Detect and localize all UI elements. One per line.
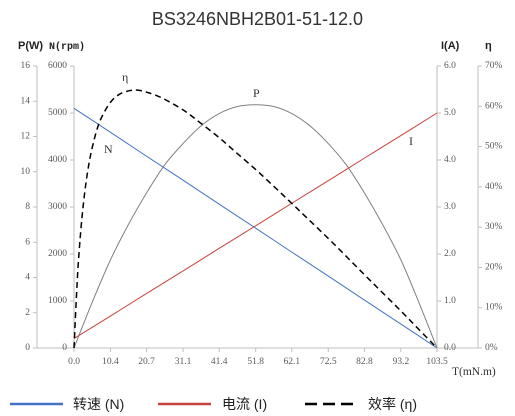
power-tick-label: 12 [21, 132, 31, 142]
efficiency-tick-label: 60% [485, 101, 503, 111]
speed-tick-label: 1000 [48, 296, 67, 306]
x-tick-label: 93.2 [393, 357, 410, 367]
efficiency-axis-title: η [485, 40, 492, 52]
x-tick-label: 41.4 [211, 357, 228, 367]
current-tick-label: 1.0 [444, 296, 456, 306]
x-tick-label: 103.5 [426, 357, 448, 367]
x-tick-label: 51.8 [247, 357, 264, 367]
power-tick-label: 2 [25, 308, 30, 318]
legend-label-efficiency: 效率 (η) [368, 396, 417, 412]
power-tick-label: 16 [21, 61, 31, 71]
efficiency-tick-label: 30% [485, 222, 503, 232]
power-axis-title: P(W) [18, 40, 43, 52]
series-line-efficiency [73, 89, 438, 349]
current-tick-label: 6.0 [444, 61, 456, 71]
efficiency-tick-label: 70% [485, 61, 503, 71]
series-group [73, 89, 438, 349]
curve-label-power: P [253, 86, 260, 100]
speed-tick-label: 5000 [48, 108, 67, 118]
x-tick-label: 0.0 [68, 357, 80, 367]
curve-label-current: I [409, 134, 413, 148]
current-tick-label: 2.0 [444, 249, 456, 259]
power-tick-label: 0 [25, 343, 30, 353]
legend-label-speed: 转速 (N) [73, 396, 124, 412]
legend-label-current: 电流 (I) [222, 396, 267, 412]
efficiency-tick-label: 10% [485, 303, 503, 313]
x-tick-label: 62.1 [283, 357, 300, 367]
series-line-power [73, 104, 438, 349]
curve-label-speed: N [104, 142, 113, 156]
speed-axis-title: N(rpm) [49, 41, 85, 53]
speed-tick-label: 2000 [48, 249, 67, 259]
power-tick-label: 14 [21, 96, 31, 106]
x-tick-label: 72.5 [320, 357, 337, 367]
current-tick-label: 5.0 [444, 108, 456, 118]
power-tick-label: 4 [25, 273, 30, 283]
efficiency-tick-label: 20% [485, 262, 503, 272]
x-tick-label: 82.8 [356, 357, 373, 367]
power-tick-label: 8 [25, 202, 30, 212]
x-tick-label: 20.7 [138, 357, 155, 367]
legend: 转速 (N) 电流 (I) 效率 (η) [10, 396, 417, 412]
speed-tick-label: 6000 [48, 61, 67, 71]
efficiency-tick-label: 50% [485, 142, 503, 152]
power-tick-label: 10 [21, 167, 31, 177]
speed-tick-label: 3000 [48, 202, 67, 212]
current-tick-label: 0.0 [444, 343, 456, 353]
x-axis-title: T(mN.m) [452, 366, 496, 378]
current-tick-label: 3.0 [444, 202, 456, 212]
speed-tick-label: 4000 [48, 155, 67, 165]
curve-label-efficiency: η [122, 70, 128, 84]
x-tick-label: 10.4 [102, 357, 119, 367]
axes-group: 0.0 10.4 20.7 31.1 41.4 51.8 62.1 72.5 82.8 93.2 1… [21, 61, 503, 367]
current-tick-label: 4.0 [444, 155, 456, 165]
speed-tick-label: 0 [62, 343, 67, 353]
series-line-current [73, 112, 438, 340]
efficiency-tick-label: 40% [485, 182, 503, 192]
current-axis-title: I(A) [441, 40, 460, 52]
series-line-speed [73, 107, 438, 349]
x-tick-label: 31.1 [175, 357, 192, 367]
chart-title: BS3246NBH2B01-51-12.0 [152, 9, 363, 29]
efficiency-tick-label: 0% [485, 343, 498, 353]
power-tick-label: 6 [25, 237, 30, 247]
